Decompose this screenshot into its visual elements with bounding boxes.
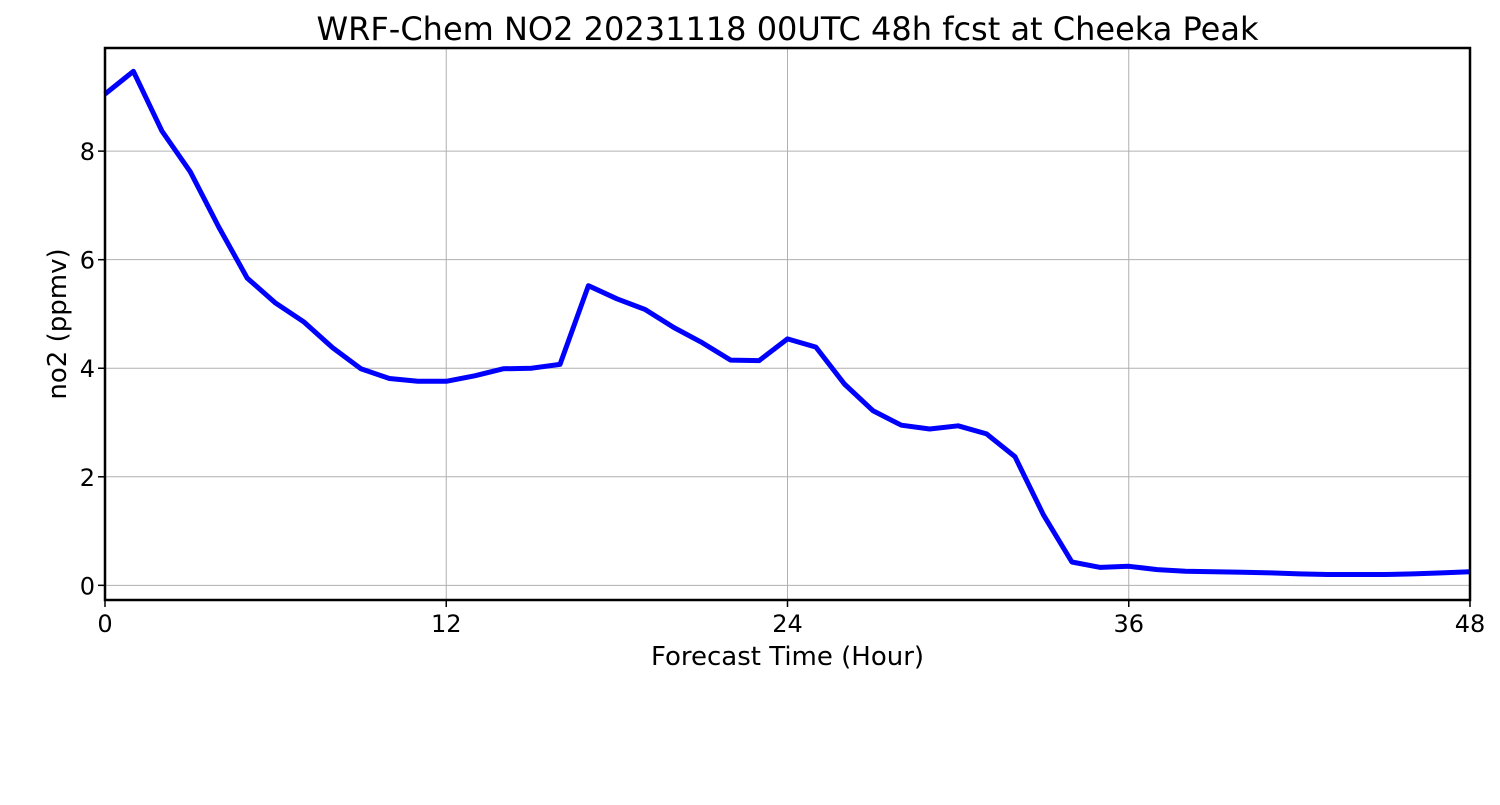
x-axis-label: Forecast Time (Hour)	[651, 642, 924, 672]
chart-title: WRF-Chem NO2 20231118 00UTC 48h fcst at …	[317, 10, 1259, 48]
data-point	[387, 376, 392, 381]
data-point	[1183, 569, 1188, 574]
data-point	[558, 362, 563, 367]
data-point	[614, 296, 619, 301]
data-point	[159, 129, 164, 134]
data-point	[444, 379, 449, 384]
data-point	[1325, 572, 1330, 577]
data-point	[1041, 512, 1046, 517]
data-point	[330, 345, 335, 350]
data-point	[813, 345, 818, 350]
y-axis-label: no2 (ppmv)	[43, 248, 73, 399]
y-tick-label: 2	[80, 464, 95, 492]
data-point	[728, 358, 733, 363]
data-point	[1069, 560, 1074, 565]
y-tick-label: 8	[80, 138, 95, 166]
data-point	[757, 358, 762, 363]
series-line-no2	[103, 68, 1471, 577]
data-point	[1439, 570, 1444, 575]
data-point	[302, 320, 307, 325]
data-point	[415, 379, 420, 384]
data-point	[643, 307, 648, 312]
data-point	[1382, 572, 1387, 577]
y-tick-label: 6	[80, 247, 95, 275]
x-tick-label: 36	[1113, 610, 1144, 638]
data-point	[245, 276, 250, 281]
data-point	[216, 225, 221, 230]
data-point	[501, 366, 506, 371]
data-point	[131, 69, 136, 74]
y-tick-label: 4	[80, 355, 95, 383]
data-point	[899, 423, 904, 428]
data-point	[586, 283, 591, 288]
data-point	[1240, 570, 1245, 575]
data-point	[529, 366, 534, 371]
data-point	[956, 423, 961, 428]
data-point	[472, 373, 477, 378]
data-point	[870, 408, 875, 413]
data-point	[1411, 571, 1416, 576]
data-point	[1297, 571, 1302, 576]
x-tick-label: 12	[431, 610, 462, 638]
data-point	[358, 366, 363, 371]
data-point	[700, 340, 705, 345]
x-tick-label: 24	[772, 610, 803, 638]
data-point	[785, 336, 790, 341]
data-point	[1126, 564, 1131, 569]
data-point	[984, 431, 989, 436]
data-point	[927, 427, 932, 432]
data-point	[273, 301, 278, 306]
data-point	[1098, 565, 1103, 570]
x-tick-label: 0	[97, 610, 112, 638]
data-point	[842, 382, 847, 387]
data-point	[1013, 454, 1018, 459]
data-point	[1268, 570, 1273, 575]
data-point	[1354, 572, 1359, 577]
plot-frame	[103, 46, 1472, 602]
x-tick-label: 48	[1455, 610, 1486, 638]
y-tick-label: 0	[80, 572, 95, 600]
data-point	[671, 325, 676, 330]
series-layer	[103, 68, 1471, 577]
data-point	[1155, 567, 1160, 572]
data-point	[1212, 569, 1217, 574]
data-point	[188, 169, 193, 174]
